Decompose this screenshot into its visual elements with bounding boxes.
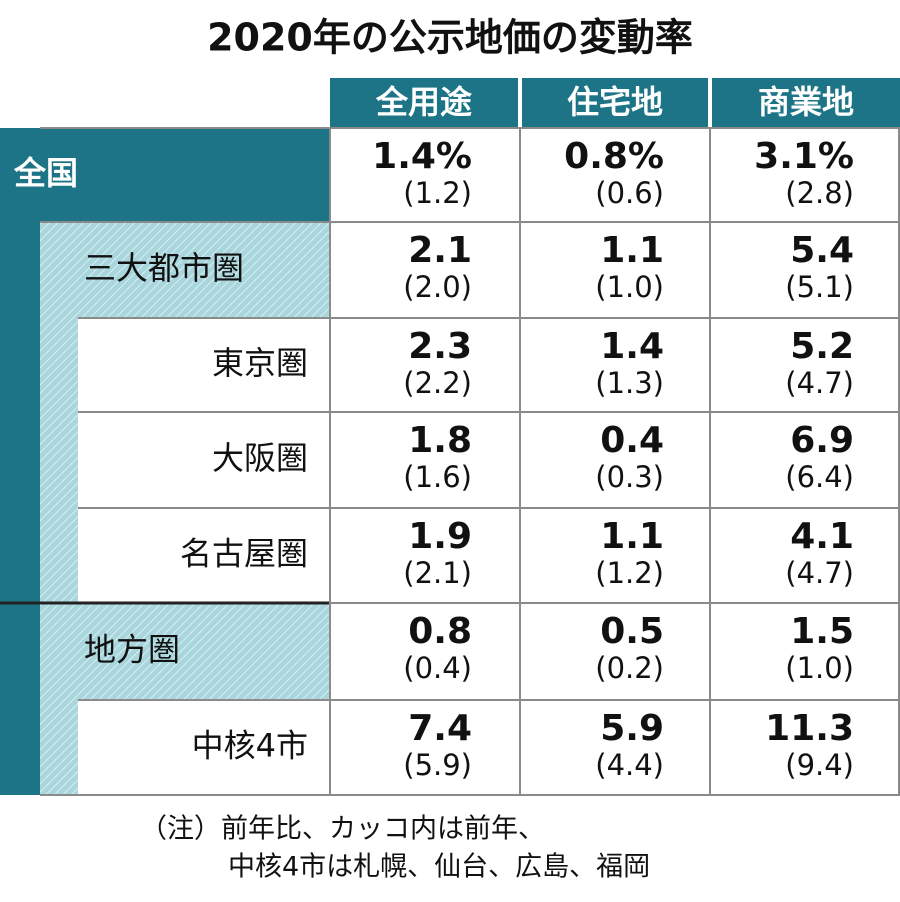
value: 5.2 [790,326,854,367]
value: 1.5 [790,611,854,652]
value: 0.8 [408,611,472,652]
previous-value: (4.4) [595,748,664,782]
previous-value: (2.1) [403,556,472,590]
value: 6.9 [790,420,854,461]
row-head [40,603,330,700]
previous-value: (9.4) [785,748,854,782]
row-label: 全国 [13,154,78,192]
row-indent [40,412,78,508]
stripe [0,128,40,795]
note: （注）前年比、カッコ内は前年、 [140,814,545,845]
value: 11.3 [765,708,854,749]
previous-value: (2.2) [403,366,472,400]
value: 0.5 [600,611,664,652]
row-label: 地方圏 [84,631,180,669]
previous-value: (1.3) [595,366,664,400]
value: 4.1 [790,516,854,557]
title: 2020年の公示地価の変動率 [207,16,693,60]
value: 2.3 [408,326,472,367]
row-label: 三大都市圏 [84,249,244,287]
previous-value: (1.6) [403,460,472,494]
row-label: 大阪圏 [212,439,308,477]
previous-value: (6.4) [785,460,854,494]
value: 3.1% [754,136,854,177]
row-head [40,222,330,318]
row-label: 中核4市 [192,727,308,765]
previous-value: (0.6) [595,176,664,210]
header-cell [330,78,518,128]
previous-value: (1.2) [595,556,664,590]
previous-value: (1.0) [785,651,854,685]
value: 5.4 [790,230,854,271]
previous-value: (0.2) [595,651,664,685]
previous-value: (2.0) [403,270,472,304]
value: 5.9 [600,708,664,749]
value: 1.4 [600,326,664,367]
row-indent [40,700,78,795]
previous-value: (0.3) [595,460,664,494]
header-label: 住宅地 [567,83,663,121]
row-indent [40,318,78,412]
value: 1.4% [372,136,472,177]
row-head [0,128,330,222]
value: 2.1 [408,230,472,271]
value: 0.8% [564,136,664,177]
value: 1.1 [600,230,664,271]
header-cell [522,78,708,128]
value: 1.1 [600,516,664,557]
previous-value: (1.0) [595,270,664,304]
header-label: 商業地 [758,83,854,121]
value: 7.4 [408,708,472,749]
previous-value: (2.8) [785,176,854,210]
row-indent [40,508,78,603]
row-label: 名古屋圏 [180,535,308,573]
value: 0.4 [600,420,664,461]
header-label: 全用途 [375,83,472,121]
note: 中核4市は札幌、仙台、広島、福岡 [228,852,650,883]
header-cell [712,78,900,128]
previous-value: (4.7) [785,556,854,590]
previous-value: (1.2) [403,176,472,210]
row-label: 東京圏 [212,344,308,382]
previous-value: (5.1) [785,270,854,304]
previous-value: (5.9) [403,748,472,782]
previous-value: (4.7) [785,366,854,400]
value: 1.8 [408,420,472,461]
value: 1.9 [408,516,472,557]
previous-value: (0.4) [403,651,472,685]
